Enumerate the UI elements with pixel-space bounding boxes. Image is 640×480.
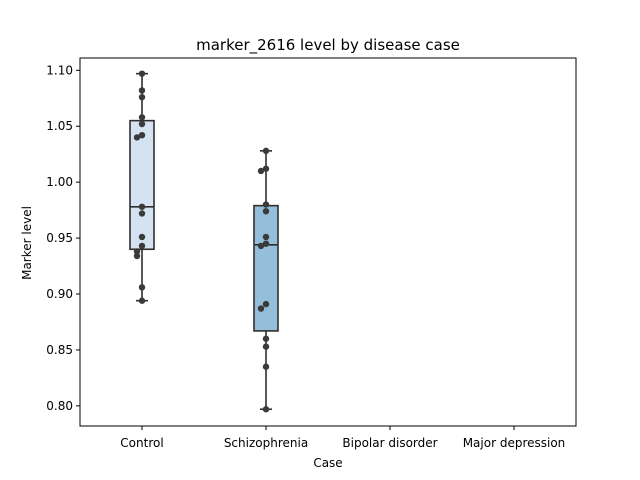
data-point-0-8: [138, 210, 146, 217]
y-tick-label-6: 1.10: [46, 63, 73, 77]
data-point-0-0: [138, 70, 146, 77]
data-point-0-2: [138, 93, 146, 101]
y-tick-label-1: 0.85: [46, 343, 73, 357]
data-point-0-10: [138, 242, 146, 250]
data-point-0-14: [138, 297, 146, 304]
y-tick-label-0: 0.80: [46, 399, 73, 413]
data-point-1-8: [262, 300, 270, 308]
data-point-1-11: [262, 343, 270, 350]
data-point-1-2: [257, 167, 265, 175]
x-tick-label-3: Major depression: [463, 436, 566, 450]
data-point-1-5: [262, 233, 270, 241]
data-point-1-6: [262, 240, 270, 247]
y-tick-label-4: 1.00: [46, 175, 73, 189]
data-point-1-3: [262, 201, 270, 208]
axes: 0.80 0.85 0.90 0.95 1.00 1.05 1.10 Control Schiz…: [46, 57, 577, 450]
data-point-0-9: [138, 233, 146, 241]
data-point-1-12: [262, 363, 270, 370]
data-point-1-7: [257, 242, 265, 250]
box-1: [253, 204, 279, 332]
data-point-1-10: [262, 335, 270, 342]
chart-title: marker_2616 level by disease case: [196, 36, 460, 55]
data-point-0-5: [138, 131, 146, 139]
y-tick-label-2: 0.90: [46, 287, 73, 301]
box-0: [129, 119, 155, 251]
data-point-1-4: [262, 208, 270, 215]
data-point-0-7: [138, 203, 146, 210]
data-point-0-4: [138, 120, 146, 128]
x-tick-label-2: Bipolar disorder: [342, 436, 437, 450]
data-point-0-13: [138, 284, 146, 291]
y-axis-label: Marker level: [20, 206, 34, 280]
data-point-1-1: [262, 165, 270, 172]
data-point-1-9: [257, 305, 265, 312]
y-tick-label-3: 0.95: [46, 231, 73, 245]
data-point-0-1: [138, 87, 146, 94]
data-point-0-6: [133, 134, 141, 141]
plot-area: [129, 70, 279, 413]
y-tick-label-5: 1.05: [46, 119, 73, 133]
data-point-1-0: [262, 147, 270, 155]
x-tick-label-0: Control: [120, 436, 163, 450]
x-tick-label-1: Schizophrenia: [224, 436, 308, 450]
data-point-1-13: [262, 406, 270, 413]
data-point-0-12: [133, 252, 141, 260]
axes-frame: [79, 57, 577, 427]
data-point-0-3: [138, 114, 146, 121]
x-axis-label: Case: [313, 456, 342, 470]
data-point-0-11: [133, 248, 141, 255]
